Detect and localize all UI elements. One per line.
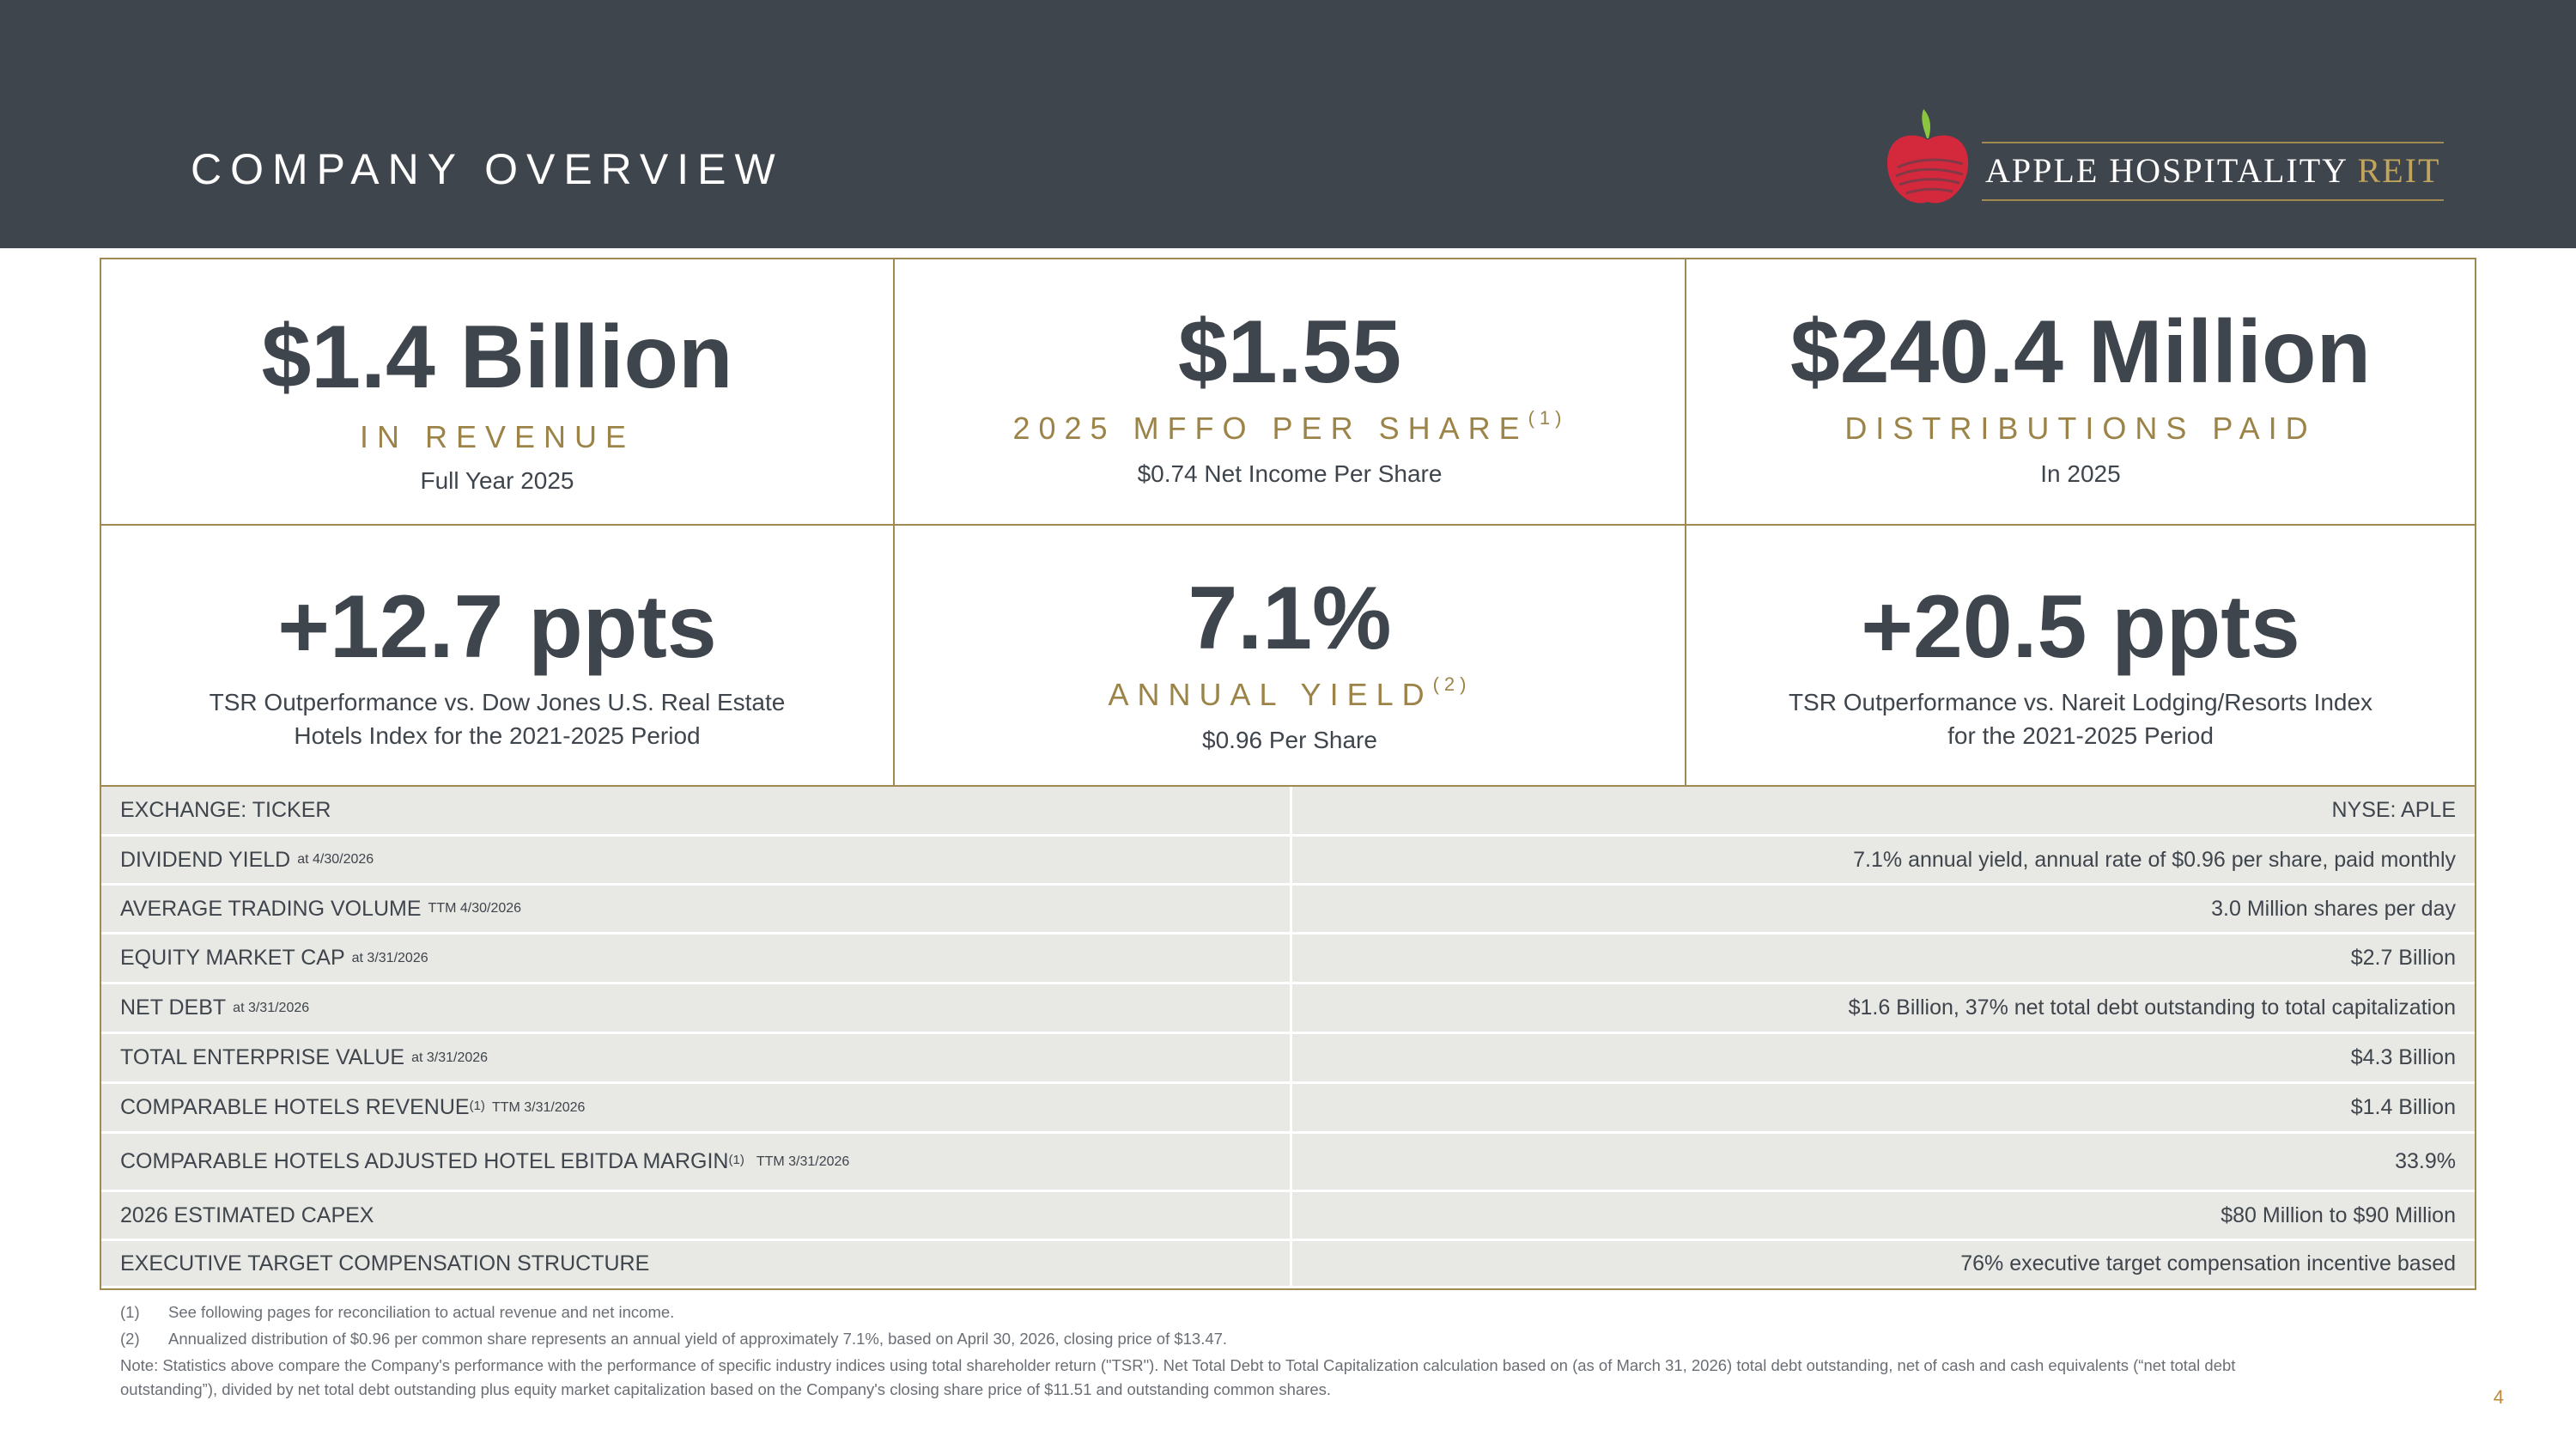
table-row: EQUITY MARKET CAP at 3/31/2026 $2.7 Billi… (101, 935, 2475, 984)
logo-wordmark: APPLE HOSPITALITY REIT (1982, 142, 2445, 201)
footnote-text: Annualized distribution of $0.96 per com… (168, 1330, 1228, 1348)
stat-caption: IN REVENUE (359, 419, 635, 454)
row-label: EQUITY MARKET CAP at 3/31/2026 (120, 946, 428, 970)
footnote: (2) Annualized distribution of $0.96 per … (120, 1325, 2473, 1352)
table-row: COMPARABLE HOTELS ADJUSTED HOTEL EBITDA … (101, 1134, 2475, 1192)
row-label: EXCHANGE: TICKER (120, 798, 331, 822)
stat-revenue: $1.4 Billion IN REVENUE Full Year 2025 (101, 259, 893, 524)
stat-subtext-line1: TSR Outperformance vs. Dow Jones U.S. Re… (209, 689, 786, 715)
row-date-note: TTM 3/31/2026 (491, 1099, 586, 1115)
stat-subtext: TSR Outperformance vs. Dow Jones U.S. Re… (101, 685, 893, 752)
row-value: $80 Million to $90 Million (2221, 1202, 2456, 1227)
row-label: TOTAL ENTERPRISE VALUE at 3/31/2026 (120, 1045, 489, 1069)
row-date-note: TTM 3/31/2026 (756, 1154, 850, 1169)
stat-value: $1.55 (1177, 302, 1402, 402)
row-date-note: at 3/31/2026 (233, 1000, 310, 1015)
row-value: NYSE: APLE (2331, 798, 2456, 822)
header-bar: COMPANY OVERVIEW APPLE HOSPITALITY REIT (0, 0, 2576, 248)
stat-value: 7.1% (1188, 569, 1392, 668)
table-row: EXECUTIVE TARGET COMPENSATION STRUCTURE … (101, 1241, 2475, 1288)
stat-value: +20.5 ppts (1861, 577, 2300, 677)
methodology-note: Note: Statistics above compare the Compa… (120, 1354, 2473, 1402)
footnotes: (1) See following pages for reconciliatio… (120, 1299, 2473, 1402)
row-value: 76% executive target compensation incent… (1960, 1251, 2456, 1275)
row-label: AVERAGE TRADING VOLUME TTM 4/30/2026 (120, 896, 522, 921)
logo-text-accent: REIT (2357, 151, 2441, 190)
footnote: (1) See following pages for reconciliatio… (120, 1299, 2473, 1325)
key-stats-grid: $1.4 Billion IN REVENUE Full Year 2025 $… (100, 258, 2476, 788)
methodology-note-line1: Note: Statistics above compare the Compa… (120, 1356, 2236, 1374)
stat-subtext: $0.74 Net Income Per Share (1137, 460, 1443, 487)
table-row: 2026 ESTIMATED CAPEX $80 Million to $90 … (101, 1192, 2475, 1241)
row-value: $1.6 Billion, 37% net total debt outstan… (1848, 995, 2456, 1020)
row-value: 3.0 Million shares per day (2211, 896, 2456, 921)
stat-mffo: $1.55 2025 MFFO PER SHARE(1) $0.74 Net I… (893, 259, 1685, 524)
row-label: EXECUTIVE TARGET COMPENSATION STRUCTURE (120, 1251, 650, 1275)
company-facts-table: EXCHANGE: TICKER NYSE: APLE DIVIDEND YIE… (100, 787, 2476, 1290)
page-number: 4 (2493, 1386, 2504, 1408)
row-value: $2.7 Billion (2350, 946, 2456, 970)
row-date-note: at 3/31/2026 (351, 950, 428, 965)
footnote-number: (1) (120, 1303, 140, 1321)
table-row: TOTAL ENTERPRISE VALUE at 3/31/2026 $4.3 … (101, 1034, 2475, 1084)
stat-value: $240.4 Million (1789, 302, 2372, 402)
stat-value: +12.7 ppts (277, 577, 717, 677)
footnote-ref: (1) (1528, 407, 1567, 429)
stat-value: $1.4 Billion (261, 307, 733, 407)
row-value: 33.9% (2395, 1149, 2456, 1173)
row-label: 2026 ESTIMATED CAPEX (120, 1202, 374, 1227)
stat-subtext-line1: TSR Outperformance vs. Nareit Lodging/Re… (1788, 689, 2373, 715)
footnote-ref: (2) (1432, 673, 1472, 695)
company-logo: APPLE HOSPITALITY REIT (1880, 107, 2445, 210)
table-row: COMPARABLE HOTELS REVENUE (1) TTM 3/31/202… (101, 1084, 2475, 1134)
row-date-note: TTM 4/30/2026 (428, 901, 522, 916)
footnote-ref: (1) (469, 1099, 485, 1113)
row-label: DIVIDEND YIELD at 4/30/2026 (120, 847, 374, 872)
stat-caption: DISTRIBUTIONS PAID (1844, 411, 2317, 446)
row-value: 7.1% annual yield, annual rate of $0.96 … (1853, 847, 2456, 872)
row-value: $4.3 Billion (2350, 1045, 2456, 1069)
row-date-note: at 4/30/2026 (297, 852, 374, 867)
stat-tsr-nareit: +20.5 ppts TSR Outperformance vs. Nareit… (1685, 524, 2475, 788)
column-divider (1290, 787, 1292, 1288)
table-row: EXCHANGE: TICKER NYSE: APLE (101, 787, 2475, 837)
stat-caption: 2025 MFFO PER SHARE(1) (1012, 407, 1567, 446)
table-row: DIVIDEND YIELD at 4/30/2026 7.1% annual y… (101, 837, 2475, 886)
row-value: $1.4 Billion (2350, 1095, 2456, 1119)
row-date-note: at 3/31/2026 (411, 1050, 489, 1065)
row-label: COMPARABLE HOTELS ADJUSTED HOTEL EBITDA … (120, 1149, 850, 1173)
page-title: COMPANY OVERVIEW (191, 145, 784, 193)
table-row: AVERAGE TRADING VOLUME TTM 4/30/2026 3.0 … (101, 886, 2475, 935)
stat-subtext-line2: Hotels Index for the 2021-2025 Period (294, 722, 701, 749)
stat-subtext: In 2025 (2040, 460, 2121, 487)
row-label: NET DEBT at 3/31/2026 (120, 995, 310, 1020)
apple-logo-icon (1886, 109, 1969, 204)
methodology-note-line2: outstanding”), divided by net total debt… (120, 1380, 1332, 1398)
stat-subtext: TSR Outperformance vs. Nareit Lodging/Re… (1686, 685, 2475, 752)
stat-annual-yield: 7.1% ANNUAL YIELD(2) $0.96 Per Share (893, 524, 1685, 788)
logo-text-main: APPLE HOSPITALITY (1985, 151, 2348, 190)
footnote-ref: (1) (728, 1153, 744, 1167)
table-row: NET DEBT at 3/31/2026 $1.6 Billion, 37% n… (101, 984, 2475, 1034)
footnote-text: See following pages for reconciliation t… (168, 1303, 675, 1321)
stat-subtext: Full Year 2025 (420, 467, 574, 494)
stat-subtext: $0.96 Per Share (1202, 727, 1377, 753)
stat-distributions: $240.4 Million DISTRIBUTIONS PAID In 202… (1685, 259, 2475, 524)
footnote-number: (2) (120, 1330, 140, 1348)
stat-tsr-dow-jones: +12.7 ppts TSR Outperformance vs. Dow Jo… (101, 524, 893, 788)
stat-subtext-line2: for the 2021-2025 Period (1947, 722, 2214, 749)
row-label: COMPARABLE HOTELS REVENUE (1) TTM 3/31/202… (120, 1095, 586, 1119)
stat-caption: ANNUAL YIELD(2) (1108, 673, 1472, 712)
